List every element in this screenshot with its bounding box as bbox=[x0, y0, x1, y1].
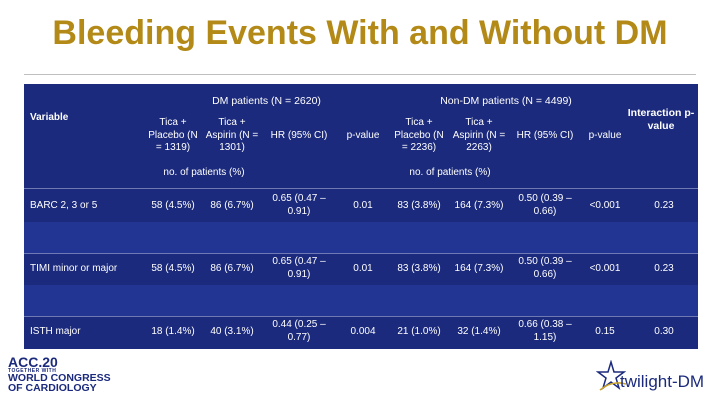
cell-nondm-hr: 0.66 (0.38 – 1.15) bbox=[518, 319, 572, 343]
header-divider bbox=[24, 188, 698, 189]
cell-nondm-placebo: 83 (3.8%) bbox=[397, 199, 441, 211]
cell-nondm-aspirin: 32 (1.4%) bbox=[457, 325, 501, 337]
cell-dm-hr: 0.44 (0.25 – 0.77) bbox=[272, 319, 326, 343]
cell-interaction: 0.23 bbox=[654, 199, 674, 211]
row-divider bbox=[24, 253, 698, 254]
cell-dm-aspirin: 40 (3.1%) bbox=[210, 325, 254, 337]
cell-nondm-p: 0.15 bbox=[595, 325, 615, 337]
acc-logo: ACC.20 TOGETHER WITH WORLD CONGRESS OF C… bbox=[8, 354, 118, 402]
title-divider bbox=[24, 74, 696, 75]
cell-dm-aspirin: 86 (6.7%) bbox=[210, 262, 254, 274]
cell-nondm-placebo: 21 (1.0%) bbox=[397, 325, 441, 337]
header-nondm-hr: HR (95% CI) bbox=[516, 129, 574, 141]
cell-dm-p: 0.01 bbox=[353, 199, 373, 211]
header-nondm-placebo: Tica + Placebo (N = 2236) bbox=[394, 117, 444, 154]
cell-nondm-placebo: 83 (3.8%) bbox=[397, 262, 441, 274]
cell-nondm-hr: 0.50 (0.39 – 0.66) bbox=[518, 256, 572, 280]
twilight-dm-text: twilight-DM bbox=[620, 372, 705, 391]
row-divider bbox=[24, 316, 698, 317]
header-dm-p: p-value bbox=[346, 129, 380, 141]
star-icon bbox=[596, 360, 626, 391]
header-nondm-p: p-value bbox=[588, 129, 622, 141]
header-dm-hr: HR (95% CI) bbox=[270, 129, 328, 141]
cell-nondm-hr: 0.50 (0.39 – 0.66) bbox=[518, 193, 572, 217]
twilight-dm-logo: twilight-DM bbox=[596, 360, 714, 400]
cell-dm-p: 0.004 bbox=[350, 325, 376, 337]
cell-nondm-aspirin: 164 (7.3%) bbox=[454, 199, 504, 211]
acc-logo-line4: OF CARDIOLOGY bbox=[8, 382, 97, 395]
header-nondm-aspirin: Tica + Aspirin (N = 2263) bbox=[452, 117, 506, 154]
cell-dm-placebo: 58 (4.5%) bbox=[151, 199, 195, 211]
header-dm-placebo: Tica + Placebo (N = 1319) bbox=[148, 117, 198, 154]
cell-variable: TIMI minor or major bbox=[30, 262, 118, 274]
header-interaction: Interaction p-value bbox=[627, 106, 695, 132]
cell-nondm-p: <0.001 bbox=[589, 262, 621, 274]
row-band bbox=[24, 221, 698, 253]
cell-dm-placebo: 18 (1.4%) bbox=[151, 325, 195, 337]
cell-dm-aspirin: 86 (6.7%) bbox=[210, 199, 254, 211]
cell-dm-p: 0.01 bbox=[353, 262, 373, 274]
cell-variable: ISTH major bbox=[30, 325, 81, 337]
slide-title: Bleeding Events With and Without DM bbox=[52, 14, 668, 52]
header-variable: Variable bbox=[30, 111, 69, 123]
cell-dm-placebo: 58 (4.5%) bbox=[151, 262, 195, 274]
acc-logo-line1: ACC.20 bbox=[8, 354, 58, 370]
cell-variable: BARC 2, 3 or 5 bbox=[30, 199, 98, 211]
acc-logo-line3: WORLD CONGRESS bbox=[8, 372, 111, 385]
cell-nondm-aspirin: 164 (7.3%) bbox=[454, 262, 504, 274]
cell-dm-hr: 0.65 (0.47 – 0.91) bbox=[272, 193, 326, 217]
cell-dm-hr: 0.65 (0.47 – 0.91) bbox=[272, 256, 326, 280]
row-band bbox=[24, 284, 698, 316]
header-nondm-group: Non-DM patients (N = 4499) bbox=[440, 95, 572, 108]
header-dm-group: DM patients (N = 2620) bbox=[212, 95, 321, 108]
acc-logo-line2: TOGETHER WITH bbox=[8, 368, 57, 375]
dm-units-label: no. of patients (%) bbox=[163, 166, 245, 178]
bleeding-events-table: Variable DM patients (N = 2620) Non-DM p… bbox=[24, 84, 698, 349]
nondm-units-label: no. of patients (%) bbox=[409, 166, 491, 178]
header-dm-aspirin: Tica + Aspirin (N = 1301) bbox=[205, 117, 259, 154]
cell-interaction: 0.30 bbox=[654, 325, 674, 337]
cell-nondm-p: <0.001 bbox=[589, 199, 621, 211]
cell-interaction: 0.23 bbox=[654, 262, 674, 274]
